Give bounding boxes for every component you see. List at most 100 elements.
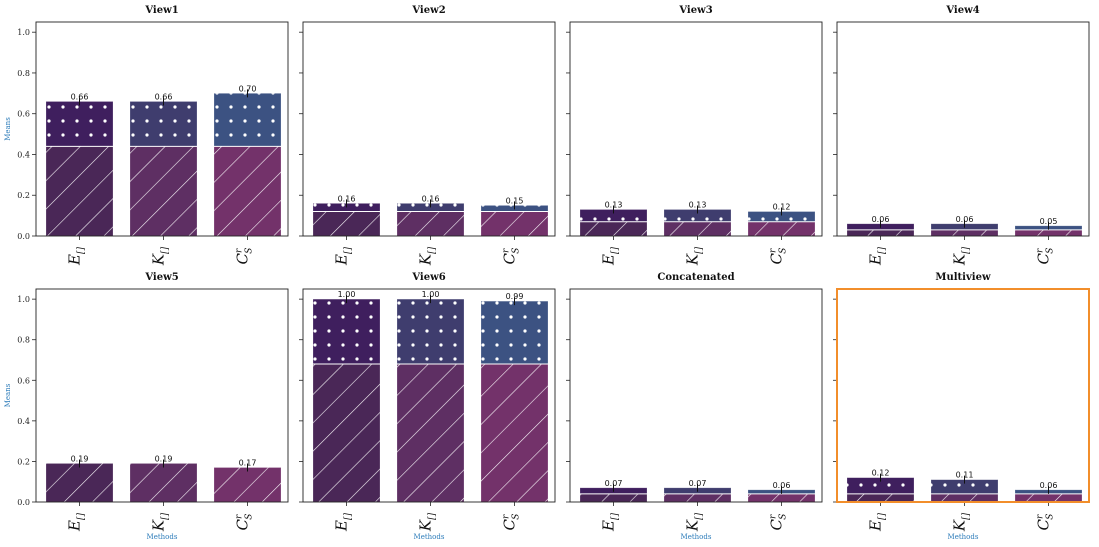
y-tick-label: 0.4 xyxy=(17,417,30,426)
panel-title: Concatenated xyxy=(657,272,734,283)
x-axis-label: Methods xyxy=(147,533,178,541)
value-label: 0.06 xyxy=(773,481,791,490)
value-label: 0.05 xyxy=(1040,217,1058,226)
panel-title: View6 xyxy=(411,272,445,283)
bar-k: 0.13 xyxy=(663,201,732,237)
value-label: 0.15 xyxy=(506,196,524,205)
bar-lower-hatch xyxy=(313,364,380,502)
bar-upper-dots xyxy=(580,209,647,222)
value-label: 0.70 xyxy=(239,84,257,93)
value-label: 0.17 xyxy=(239,459,257,468)
value-label: 0.06 xyxy=(1040,481,1058,490)
x-tick-label: CrS xyxy=(1035,514,1056,531)
bar-c: 0.12 xyxy=(747,203,816,237)
bar-lower-hatch xyxy=(481,364,548,502)
x-tick-label: CrS xyxy=(1035,248,1056,265)
bar-upper-dots xyxy=(664,209,731,222)
value-label: 0.07 xyxy=(689,479,707,488)
x-tick-label: K[] xyxy=(150,246,171,266)
x-tick-label: K[] xyxy=(951,246,972,266)
bar-k: 0.11 xyxy=(930,471,999,503)
bar-upper-dots xyxy=(313,299,380,365)
bar-upper-dots xyxy=(931,479,998,494)
bar-lower-hatch xyxy=(748,221,815,236)
value-label: 0.16 xyxy=(422,194,440,203)
x-tick-label: CrS xyxy=(768,514,789,531)
bar-e: 0.16 xyxy=(312,194,381,237)
bar-k: 0.07 xyxy=(663,479,732,503)
x-tick-label: K[] xyxy=(684,246,705,266)
panel-view2: View2 0.16 E[] 0.16 K[] 0.15 CrS xyxy=(299,5,556,266)
panel-title: View1 xyxy=(144,5,178,16)
value-label: 0.13 xyxy=(689,201,707,210)
bar-lower-hatch xyxy=(931,493,998,502)
value-label: 0.19 xyxy=(71,454,89,463)
y-tick-label: 0.4 xyxy=(17,150,30,159)
bar-lower-hatch xyxy=(580,493,647,502)
bar-k: 0.06 xyxy=(930,215,999,237)
y-tick-label: 0.0 xyxy=(17,232,30,241)
axes-frame xyxy=(302,288,556,503)
highlight-frame xyxy=(836,288,1090,503)
x-tick-label: CrS xyxy=(501,514,522,531)
panel-concatenated: Concatenated 0.07 E[] 0.07 K[] 0.06 CrS Methods xyxy=(566,272,823,541)
value-label: 0.12 xyxy=(872,469,890,478)
bar-e: 0.19 xyxy=(45,454,114,503)
bar-upper-dots xyxy=(748,211,815,222)
panel-title: View3 xyxy=(678,5,712,16)
value-label: 0.11 xyxy=(956,471,974,480)
bar-upper-dots xyxy=(46,101,113,147)
bar-upper-dots xyxy=(130,101,197,147)
bar-e: 0.12 xyxy=(846,469,915,503)
bar-e: 0.66 xyxy=(45,92,114,237)
bar-upper-dots xyxy=(481,301,548,365)
bar-e: 0.13 xyxy=(579,201,648,237)
value-label: 0.06 xyxy=(956,215,974,224)
bar-lower-hatch xyxy=(580,221,647,236)
bar-e: 0.06 xyxy=(846,215,915,237)
axes-frame xyxy=(569,288,823,503)
panel-title: View2 xyxy=(411,5,445,16)
panel-view1: View1 0.0 0.2 0.4 0.6 0.8 1.0 Means 0.66 E[] 0.66 K… xyxy=(4,5,289,266)
bar-lower-hatch xyxy=(481,211,548,236)
bar-upper-dots xyxy=(847,477,914,494)
bar-upper-dots xyxy=(397,299,464,365)
bar-c: 0.06 xyxy=(1014,481,1083,503)
x-tick-label: K[] xyxy=(684,512,705,532)
y-tick-label: 0.8 xyxy=(17,336,30,345)
x-tick-label: E[] xyxy=(600,513,621,532)
panel-title: View5 xyxy=(144,272,178,283)
bar-lower-hatch xyxy=(214,467,281,502)
panel-view5: View5 0.0 0.2 0.4 0.6 0.8 1.0 Means 0.19 E[] 0.19 K… xyxy=(4,272,289,541)
x-axis-label: Methods xyxy=(948,533,979,541)
bar-lower-hatch xyxy=(847,493,914,502)
y-tick-label: 0.8 xyxy=(17,69,30,78)
bar-upper-dots xyxy=(397,203,464,212)
bar-lower-hatch xyxy=(46,463,113,502)
bar-lower-hatch xyxy=(313,211,380,236)
x-tick-label: E[] xyxy=(333,513,354,532)
bar-c: 0.99 xyxy=(480,292,549,503)
x-tick-label: CrS xyxy=(234,248,255,265)
x-tick-label: E[] xyxy=(867,513,888,532)
x-axis-label: Methods xyxy=(681,533,712,541)
y-axis-label: Means xyxy=(4,117,12,141)
bar-k: 0.66 xyxy=(129,92,198,237)
x-tick-label: K[] xyxy=(150,512,171,532)
x-tick-label: CrS xyxy=(234,514,255,531)
axes-frame xyxy=(35,288,289,503)
x-tick-label: K[] xyxy=(951,512,972,532)
bar-c: 0.05 xyxy=(1014,217,1083,237)
value-label: 1.00 xyxy=(422,290,440,299)
value-label: 1.00 xyxy=(338,290,356,299)
axes-frame xyxy=(35,21,289,237)
y-tick-label: 1.0 xyxy=(17,28,30,37)
panel-view4: View4 0.06 E[] 0.06 K[] 0.05 CrS xyxy=(833,5,1090,266)
bar-e: 0.07 xyxy=(579,479,648,503)
panel-view6: View6 1.00 E[] 1.00 K[] 0.99 CrS Methods xyxy=(299,272,556,541)
value-label: 0.06 xyxy=(872,215,890,224)
y-tick-label: 0.6 xyxy=(17,110,30,119)
bar-lower-hatch xyxy=(46,146,113,236)
x-tick-label: E[] xyxy=(333,247,354,266)
